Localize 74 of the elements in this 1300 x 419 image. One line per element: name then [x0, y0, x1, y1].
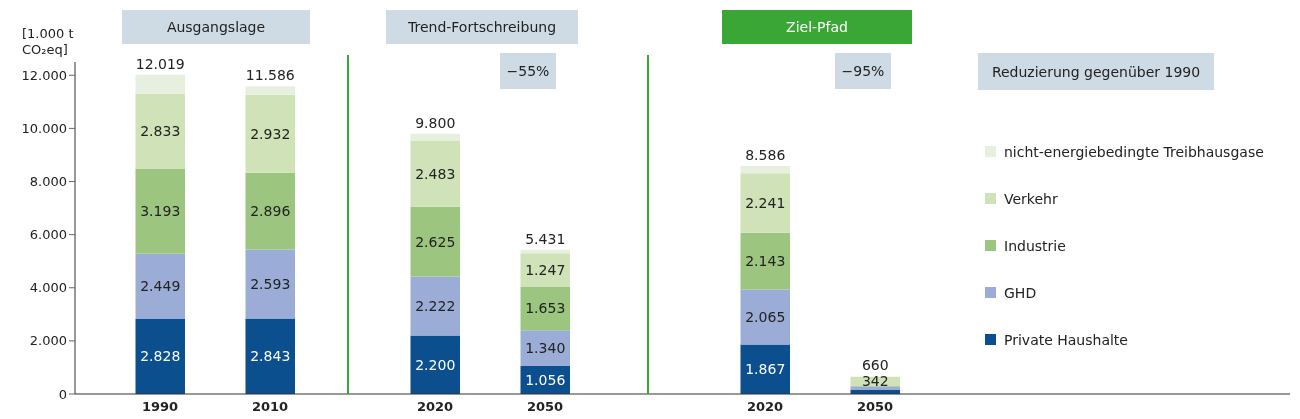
- legend-label: Verkehr: [1004, 190, 1058, 207]
- data-label: 2.625: [415, 233, 456, 250]
- y-tick-label: 4.000: [29, 280, 67, 296]
- data-label: 1.056: [525, 371, 566, 388]
- data-label: 2.065: [745, 308, 786, 325]
- total-label: 12.019: [135, 55, 185, 72]
- bar: [245, 86, 295, 95]
- total-label: 5.431: [525, 230, 566, 247]
- data-label: 342: [861, 373, 889, 390]
- x-tick-label: 2020: [416, 399, 454, 415]
- total-label: 660: [861, 357, 889, 374]
- bar: [410, 133, 460, 141]
- bar: [135, 74, 185, 94]
- y-axis-title: [1.000 t CO₂eq]: [22, 26, 75, 58]
- annotation: −55%: [500, 53, 556, 89]
- bar: [740, 232, 790, 290]
- data-label: 2.932: [250, 125, 291, 142]
- data-label: 3.193: [140, 203, 181, 220]
- y-tick-label: 6.000: [29, 227, 67, 243]
- bar: [135, 169, 185, 254]
- bar: [740, 344, 790, 394]
- x-tick-label: 2020: [746, 399, 784, 415]
- data-label: 2.222: [415, 298, 456, 315]
- text: Ausgangslage: [122, 10, 310, 44]
- data-label: 1.247: [525, 261, 566, 278]
- data-label: 2.449: [140, 278, 181, 295]
- data-label: 2.483: [415, 165, 456, 182]
- data-label: 2.143: [745, 253, 786, 270]
- bar: [520, 286, 570, 331]
- y-tick-label: 2.000: [29, 333, 67, 349]
- data-label: 1.340: [525, 340, 566, 357]
- data-label: 2.828: [140, 348, 181, 365]
- data-label: 1.653: [525, 300, 566, 317]
- bar: [740, 173, 790, 233]
- y-tick-label: 8.000: [29, 174, 67, 190]
- data-label: 2.200: [415, 356, 456, 373]
- bar: [410, 140, 460, 207]
- bar: [135, 253, 185, 319]
- bar: [850, 386, 900, 391]
- x-tick-label: 2010: [251, 399, 289, 415]
- bar: [740, 289, 790, 345]
- bar: [135, 318, 185, 394]
- data-label: 1.867: [745, 361, 786, 378]
- data-label: 2.833: [140, 123, 181, 140]
- bar: [245, 318, 295, 394]
- annotation: −95%: [835, 53, 891, 89]
- y-tick-label: 0: [58, 386, 67, 402]
- bar: [410, 335, 460, 394]
- legend-label: Industrie: [1004, 237, 1066, 254]
- total-label: 9.800: [415, 114, 456, 131]
- y-tick-label: 12.000: [21, 67, 67, 83]
- data-label: 2.896: [250, 203, 291, 220]
- bar: [245, 249, 295, 319]
- text: Ziel-Pfad: [722, 10, 912, 44]
- x-tick-label: 2050: [856, 399, 894, 415]
- x-tick-label: 2050: [526, 399, 564, 415]
- bar: [245, 94, 295, 173]
- total-label: 8.586: [745, 146, 786, 163]
- bar: [410, 206, 460, 277]
- x-tick-label: 1990: [141, 399, 179, 415]
- data-label: 2.241: [745, 194, 786, 211]
- bar: [410, 276, 460, 336]
- legend-label: GHD: [1004, 284, 1037, 301]
- text: Trend-Fortschreibung: [386, 10, 578, 44]
- bar: [245, 172, 295, 250]
- data-label: 2.593: [250, 276, 291, 293]
- y-tick-label: 10.000: [21, 121, 67, 137]
- bar: [740, 165, 790, 174]
- legend-label: nicht-energiebedingte Treibhausgase: [1004, 143, 1264, 160]
- text: Reduzierung gegenüber 1990: [978, 53, 1214, 90]
- data-label: 2.843: [250, 348, 291, 365]
- total-label: 11.586: [245, 67, 295, 84]
- legend-label: Private Haushalte: [1004, 331, 1128, 348]
- bar: [135, 93, 185, 170]
